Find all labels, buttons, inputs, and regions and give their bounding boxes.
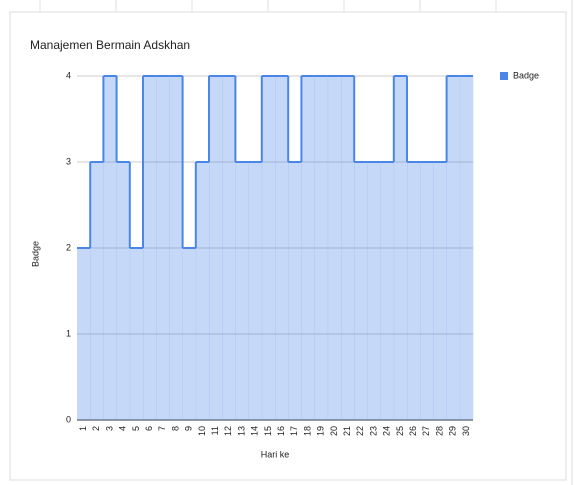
step-area [209, 76, 223, 420]
x-tick-label: 29 [448, 426, 458, 436]
y-tick-label: 3 [66, 156, 71, 166]
x-tick-label: 19 [316, 426, 326, 436]
step-area [380, 162, 395, 420]
sheet-grid [39, 0, 573, 485]
step-area [327, 76, 342, 420]
step-area [103, 76, 117, 420]
step-area [143, 76, 157, 420]
x-tick-label: 13 [236, 426, 246, 436]
x-tick-label: 4 [118, 426, 128, 431]
step-area [288, 162, 302, 420]
x-tick-label: 8 [170, 426, 180, 431]
x-tick-label: 21 [342, 426, 352, 436]
x-tick-label: 22 [355, 426, 365, 436]
step-area [156, 76, 170, 420]
step-area [169, 76, 183, 420]
step-area [248, 162, 263, 420]
x-tick-label: 28 [434, 426, 444, 436]
step-area [222, 76, 236, 420]
x-tick-label: 27 [421, 426, 431, 436]
y-tick-label: 4 [66, 70, 71, 80]
x-tick-label: 18 [302, 426, 312, 436]
x-tick-label: 17 [289, 426, 299, 436]
step-area [275, 76, 289, 420]
y-tick-label: 2 [66, 242, 71, 252]
step-area [420, 162, 434, 420]
legend-label: Badge [513, 70, 539, 80]
x-tick-label: 7 [157, 426, 167, 431]
legend-swatch [500, 72, 508, 80]
step-area [459, 76, 474, 420]
step-area [367, 162, 381, 420]
x-tick-label: 9 [184, 426, 194, 431]
x-tick-label: 14 [250, 426, 260, 436]
x-axis-title: Hari ke [261, 449, 290, 459]
x-tick-label: 6 [144, 426, 154, 431]
step-area [261, 76, 276, 420]
y-tick-label: 0 [66, 414, 71, 424]
step-area [182, 248, 197, 420]
step-area [195, 162, 210, 420]
x-tick-label: 2 [91, 426, 101, 431]
x-tick-label: 25 [395, 426, 405, 436]
step-area [90, 162, 104, 420]
step-area [77, 248, 91, 420]
x-tick-label: 10 [197, 426, 207, 436]
step-area [301, 76, 315, 420]
x-tick-label: 23 [368, 426, 378, 436]
step-area [116, 162, 131, 420]
step-area [433, 162, 447, 420]
step-area [314, 76, 329, 420]
step-area [354, 162, 368, 420]
chart-title: Manajemen Bermain Adskhan [30, 38, 190, 52]
x-tick-label: 3 [104, 426, 114, 431]
x-tick-label: 26 [408, 426, 418, 436]
step-area [393, 76, 408, 420]
x-tick-label: 1 [78, 426, 88, 431]
step-area [341, 76, 355, 420]
x-tick-label: 12 [223, 426, 233, 436]
x-tick-label: 15 [263, 426, 273, 436]
y-axis-title: Badge [30, 241, 40, 267]
step-area [446, 76, 461, 420]
step-area [235, 162, 249, 420]
x-tick-label: 20 [329, 426, 339, 436]
step-area [129, 248, 144, 420]
x-tick-label: 5 [131, 426, 141, 431]
x-tick-label: 16 [276, 426, 286, 436]
x-tick-label: 30 [461, 426, 471, 436]
x-tick-label: 11 [210, 426, 220, 435]
x-tick-label: 24 [382, 426, 392, 436]
step-area [407, 162, 421, 420]
y-tick-label: 1 [66, 328, 71, 338]
